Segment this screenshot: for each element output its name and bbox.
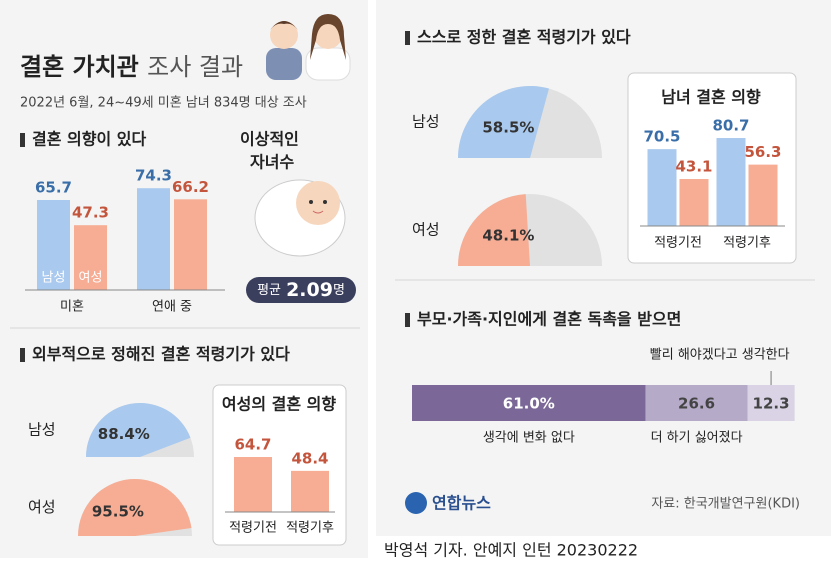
chart-title: 외부적으로 정해진 결혼 적령기가 있다 xyxy=(32,345,290,364)
stat-label: 평균 xyxy=(257,283,281,298)
value-label: 80.7 xyxy=(712,117,749,135)
category-label: 남성 xyxy=(28,421,56,439)
bar xyxy=(716,138,746,226)
value-label: 48.1% xyxy=(482,226,534,244)
couple-icon xyxy=(266,14,351,81)
value-label: 47.3 xyxy=(72,204,109,222)
value-label: 58.5% xyxy=(482,118,534,136)
gauge-fill xyxy=(458,86,549,158)
chart-title: 여성의 결혼 의향 xyxy=(222,395,336,414)
chart-title: 결혼 의향이 있다 xyxy=(32,130,146,149)
segment-name: 생각에 변화 없다 xyxy=(483,431,575,446)
bar-segment xyxy=(412,385,646,421)
bar xyxy=(74,225,107,290)
stat-unit: 명 xyxy=(333,283,345,298)
chart-title: 남녀 결혼 의향 xyxy=(661,88,761,107)
bar xyxy=(748,164,778,226)
value-label: 70.5 xyxy=(643,128,680,146)
value-label: 12.3 xyxy=(753,395,790,413)
x-tick-label: 적령기전 xyxy=(654,236,702,251)
baby-icon xyxy=(254,179,346,257)
credit: 박영석 기자. 안예지 인턴 20230222 xyxy=(384,541,638,560)
segment-name: 빨리 해야겠다고 생각한다 xyxy=(650,348,790,363)
category-label: 여성 xyxy=(412,221,440,239)
bar xyxy=(647,149,677,226)
bar xyxy=(137,188,170,290)
bar-segment xyxy=(747,385,795,421)
value-label: 65.7 xyxy=(35,178,72,196)
value-label: 66.2 xyxy=(172,178,209,196)
value-label: 95.5% xyxy=(92,503,144,521)
title-marker xyxy=(20,133,25,147)
bar xyxy=(679,179,709,226)
chart-title: 스스로 정한 결혼 적령기가 있다 xyxy=(417,28,631,47)
bar xyxy=(291,470,329,512)
stat-title: 이상적인 xyxy=(240,130,299,149)
bar xyxy=(37,199,70,290)
title-rest: 조사 결과 xyxy=(147,53,243,81)
gauge-fill xyxy=(458,194,530,266)
bar xyxy=(174,199,207,290)
subtitle: 2022년 6월, 24~49세 미혼 남녀 834명 대상 조사 xyxy=(20,96,307,111)
value-label: 88.4% xyxy=(98,425,150,443)
x-tick-label: 적령기후 xyxy=(286,521,334,536)
stat: 평균 2.09명 xyxy=(257,279,345,301)
value-label: 74.3 xyxy=(135,167,172,185)
x-tick-label: 연애 중 xyxy=(152,300,192,315)
value-label: 26.6 xyxy=(678,395,715,413)
logo-mark xyxy=(405,492,427,514)
title-marker xyxy=(405,31,410,45)
value-label: 43.1 xyxy=(675,158,712,176)
x-tick-label: 미혼 xyxy=(60,300,84,315)
gauge-fill xyxy=(86,403,191,457)
bar xyxy=(234,457,272,512)
segment-name: 더 하기 싫어졌다 xyxy=(651,431,743,446)
stat-value: 2.09 xyxy=(286,279,333,301)
x-tick-label: 적령기후 xyxy=(723,236,771,251)
gauge-fill xyxy=(78,478,192,536)
value-label: 64.7 xyxy=(234,436,271,454)
average-pill xyxy=(246,277,356,303)
value-label: 56.3 xyxy=(744,143,781,161)
value-label: 61.0% xyxy=(503,395,555,413)
chart-title: 부모·가족·지인에게 결혼 독촉을 받으면 xyxy=(417,310,681,329)
source: 자료: 한국개발연구원(KDI) xyxy=(651,497,800,512)
category-label: 여성 xyxy=(28,498,56,516)
legend-label: 남성 xyxy=(42,271,66,286)
title-marker xyxy=(20,348,25,362)
stat-title: 자녀수 xyxy=(250,153,294,172)
legend-label: 여성 xyxy=(79,271,103,286)
bar-segment xyxy=(645,385,748,421)
title: 결혼 가치관 조사 결과 xyxy=(20,53,243,81)
category-label: 남성 xyxy=(412,113,440,131)
title-bold: 결혼 가치관 xyxy=(20,53,139,81)
x-tick-label: 적령기전 xyxy=(229,521,277,536)
value-label: 48.4 xyxy=(291,449,328,467)
logo: 연합뉴스 xyxy=(432,494,491,513)
title-marker xyxy=(405,313,410,327)
